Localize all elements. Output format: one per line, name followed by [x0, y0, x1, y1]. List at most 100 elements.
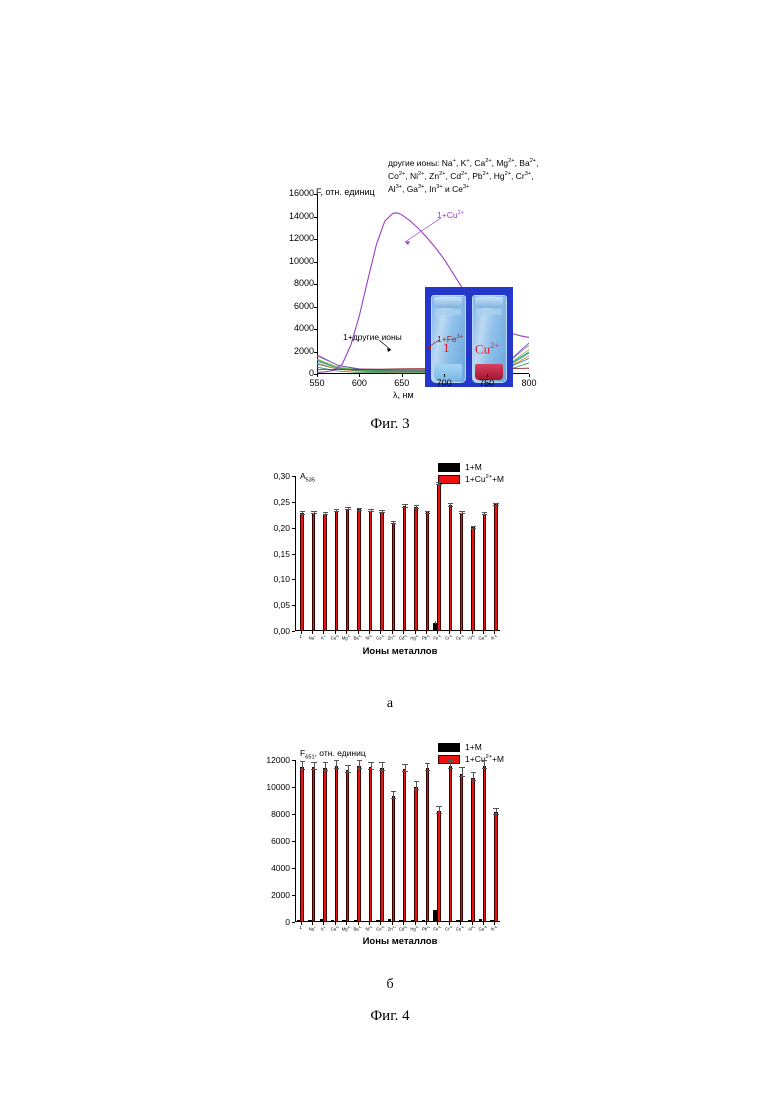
error-bar-cap	[345, 507, 350, 508]
x-tick-label: In3+	[491, 925, 498, 931]
error-bar-cap	[300, 761, 305, 762]
tick-mark	[346, 922, 347, 925]
legend-swatch-black	[438, 463, 460, 472]
tick-mark	[415, 922, 416, 925]
tick-mark	[380, 631, 381, 634]
annotation-line-1: другие ионы: Na+, K+, Ca2+, Mg2+, Ba2+,	[388, 156, 638, 169]
tick-mark	[317, 374, 318, 377]
bar-red	[403, 769, 406, 922]
tick-mark	[335, 631, 336, 634]
figure-4-caption: Фиг. 4	[0, 1008, 780, 1025]
figure-3-x-tick: 750	[479, 378, 494, 388]
error-bar-cap	[391, 521, 396, 522]
figure-4-panel-a-label: а	[0, 696, 780, 712]
y-tick-label: 0	[255, 917, 290, 927]
figure-4a: 1+M 1+Cu2++M A535 0,000,050,100,150,200,…	[255, 462, 545, 667]
tick-mark	[483, 631, 484, 634]
figure-4b: 1+M 1+Cu2++M F651, отн. единиц 020004000…	[255, 742, 545, 952]
tick-mark	[301, 922, 302, 925]
inset-vial-right	[472, 295, 507, 383]
tick-mark	[346, 631, 347, 634]
figure-3-y-tick: 6000	[294, 301, 314, 311]
x-tick-label: Cd2+	[399, 925, 408, 931]
figure-3-caption: Фиг. 3	[0, 416, 780, 433]
error-bar-cap	[311, 762, 316, 763]
error-bar	[473, 772, 474, 780]
y-tick-label: 12000	[255, 755, 290, 765]
tick-mark	[312, 922, 313, 925]
y-tick-label: 0,25	[255, 497, 290, 507]
y-tick-label: 8000	[255, 809, 290, 819]
figure-3-x-tick: 700	[437, 378, 452, 388]
error-bar-cap	[357, 508, 362, 509]
tick-mark	[449, 631, 450, 634]
error-bar-cap	[368, 769, 373, 770]
legend-label-black: 1+M	[465, 742, 482, 752]
x-tick-label: Ni2+	[365, 925, 372, 931]
figure-3-y-ticks: 1600014000120001000080006000400020000	[270, 150, 314, 410]
x-tick-label: Na+	[309, 925, 316, 931]
annotation-line-3: Al3+, Ga3+, In3+ и Ce3+	[388, 182, 638, 195]
tick-mark	[292, 502, 295, 503]
series-label-fe: 1+Fe3+	[437, 334, 463, 344]
error-bar-cap	[402, 764, 407, 765]
x-tick-label: Cr3+	[445, 634, 453, 640]
figure-3: другие ионы: Na+, K+, Ca2+, Mg2+, Ba2+, …	[270, 150, 750, 410]
error-bar-cap	[459, 513, 464, 514]
tick-mark	[460, 922, 461, 925]
error-bar-cap	[493, 505, 498, 506]
error-bar	[405, 764, 406, 772]
tick-mark	[314, 239, 317, 240]
error-bar-cap	[323, 770, 328, 771]
vial-neck	[435, 309, 461, 315]
tick-mark	[359, 374, 360, 377]
figure-3-y-tick: 14000	[289, 211, 314, 221]
tick-mark	[494, 631, 495, 634]
tick-mark	[292, 760, 295, 761]
error-bar-cap	[311, 769, 316, 770]
error-bar-cap	[379, 512, 384, 513]
y-tick-label: 0,10	[255, 574, 290, 584]
x-tick-label: Ba2+	[353, 634, 361, 640]
tick-mark	[392, 631, 393, 634]
tick-mark	[292, 787, 295, 788]
bar-red	[426, 512, 429, 631]
tick-mark	[437, 922, 438, 925]
inset-label-copper: Cu2+	[475, 340, 499, 357]
tick-mark	[292, 579, 295, 580]
y-tick-label: 6000	[255, 836, 290, 846]
error-bar-cap	[345, 509, 350, 510]
vial-cap	[475, 297, 503, 308]
figure-3-x-axis-label: λ, нм	[393, 390, 414, 400]
error-bar-cap	[357, 768, 362, 769]
error-bar	[348, 765, 349, 772]
tick-mark	[292, 528, 295, 529]
error-bar-cap	[334, 511, 339, 512]
tick-mark	[335, 922, 336, 925]
error-bar-cap	[323, 762, 328, 763]
y-tick-label: 10000	[255, 782, 290, 792]
tick-mark	[292, 922, 295, 923]
error-bar-cap	[311, 513, 316, 514]
tick-mark	[292, 554, 295, 555]
error-bar	[302, 761, 303, 769]
bar-red	[312, 767, 315, 922]
error-bar	[359, 760, 360, 768]
vial-cap	[434, 297, 462, 308]
error-bar-cap	[425, 763, 430, 764]
x-tick-label: 1	[300, 925, 302, 930]
y-tick-label: 0,05	[255, 600, 290, 610]
error-bar-cap	[402, 771, 407, 772]
tick-mark	[314, 329, 317, 330]
error-bar-cap	[493, 808, 498, 809]
bar-red	[323, 514, 326, 631]
tick-mark	[314, 352, 317, 353]
tick-mark	[403, 922, 404, 925]
tick-mark	[314, 194, 317, 195]
error-bar-cap	[402, 504, 407, 505]
bar-red	[346, 770, 349, 922]
error-bar-cap	[425, 770, 430, 771]
figure-3-y-tick: 8000	[294, 278, 314, 288]
legend-label-black: 1+M	[465, 462, 482, 472]
error-bar-cap	[300, 511, 305, 512]
